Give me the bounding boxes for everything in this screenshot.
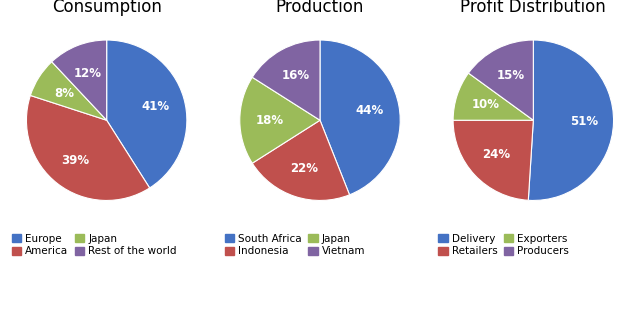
Legend: Europe, America, Japan, Rest of the world: Europe, America, Japan, Rest of the worl… bbox=[12, 234, 177, 256]
Wedge shape bbox=[252, 40, 320, 120]
Text: 16%: 16% bbox=[282, 69, 310, 82]
Wedge shape bbox=[468, 40, 533, 120]
Text: 39%: 39% bbox=[61, 154, 90, 167]
Wedge shape bbox=[453, 120, 533, 200]
Wedge shape bbox=[240, 77, 320, 163]
Wedge shape bbox=[528, 40, 614, 200]
Wedge shape bbox=[26, 96, 150, 200]
Text: 12%: 12% bbox=[74, 67, 102, 80]
Text: 51%: 51% bbox=[570, 115, 598, 128]
Legend: South Africa, Indonesia, Japan, Vietnam: South Africa, Indonesia, Japan, Vietnam bbox=[225, 234, 365, 256]
Text: 10%: 10% bbox=[471, 98, 499, 111]
Title: Production: Production bbox=[276, 0, 364, 16]
Wedge shape bbox=[30, 62, 107, 120]
Text: 15%: 15% bbox=[497, 69, 524, 82]
Text: 18%: 18% bbox=[255, 114, 284, 127]
Text: 24%: 24% bbox=[483, 148, 511, 161]
Title: Profit Distribution: Profit Distribution bbox=[460, 0, 606, 16]
Wedge shape bbox=[107, 40, 187, 188]
Text: 22%: 22% bbox=[291, 162, 318, 175]
Text: 8%: 8% bbox=[54, 87, 74, 100]
Text: 41%: 41% bbox=[141, 100, 169, 113]
Wedge shape bbox=[453, 73, 533, 120]
Wedge shape bbox=[52, 40, 107, 120]
Wedge shape bbox=[320, 40, 400, 195]
Title: Consumption: Consumption bbox=[52, 0, 162, 16]
Wedge shape bbox=[252, 120, 349, 200]
Legend: Delivery, Retailers, Exporters, Producers: Delivery, Retailers, Exporters, Producer… bbox=[438, 234, 569, 256]
Text: 44%: 44% bbox=[355, 104, 384, 117]
